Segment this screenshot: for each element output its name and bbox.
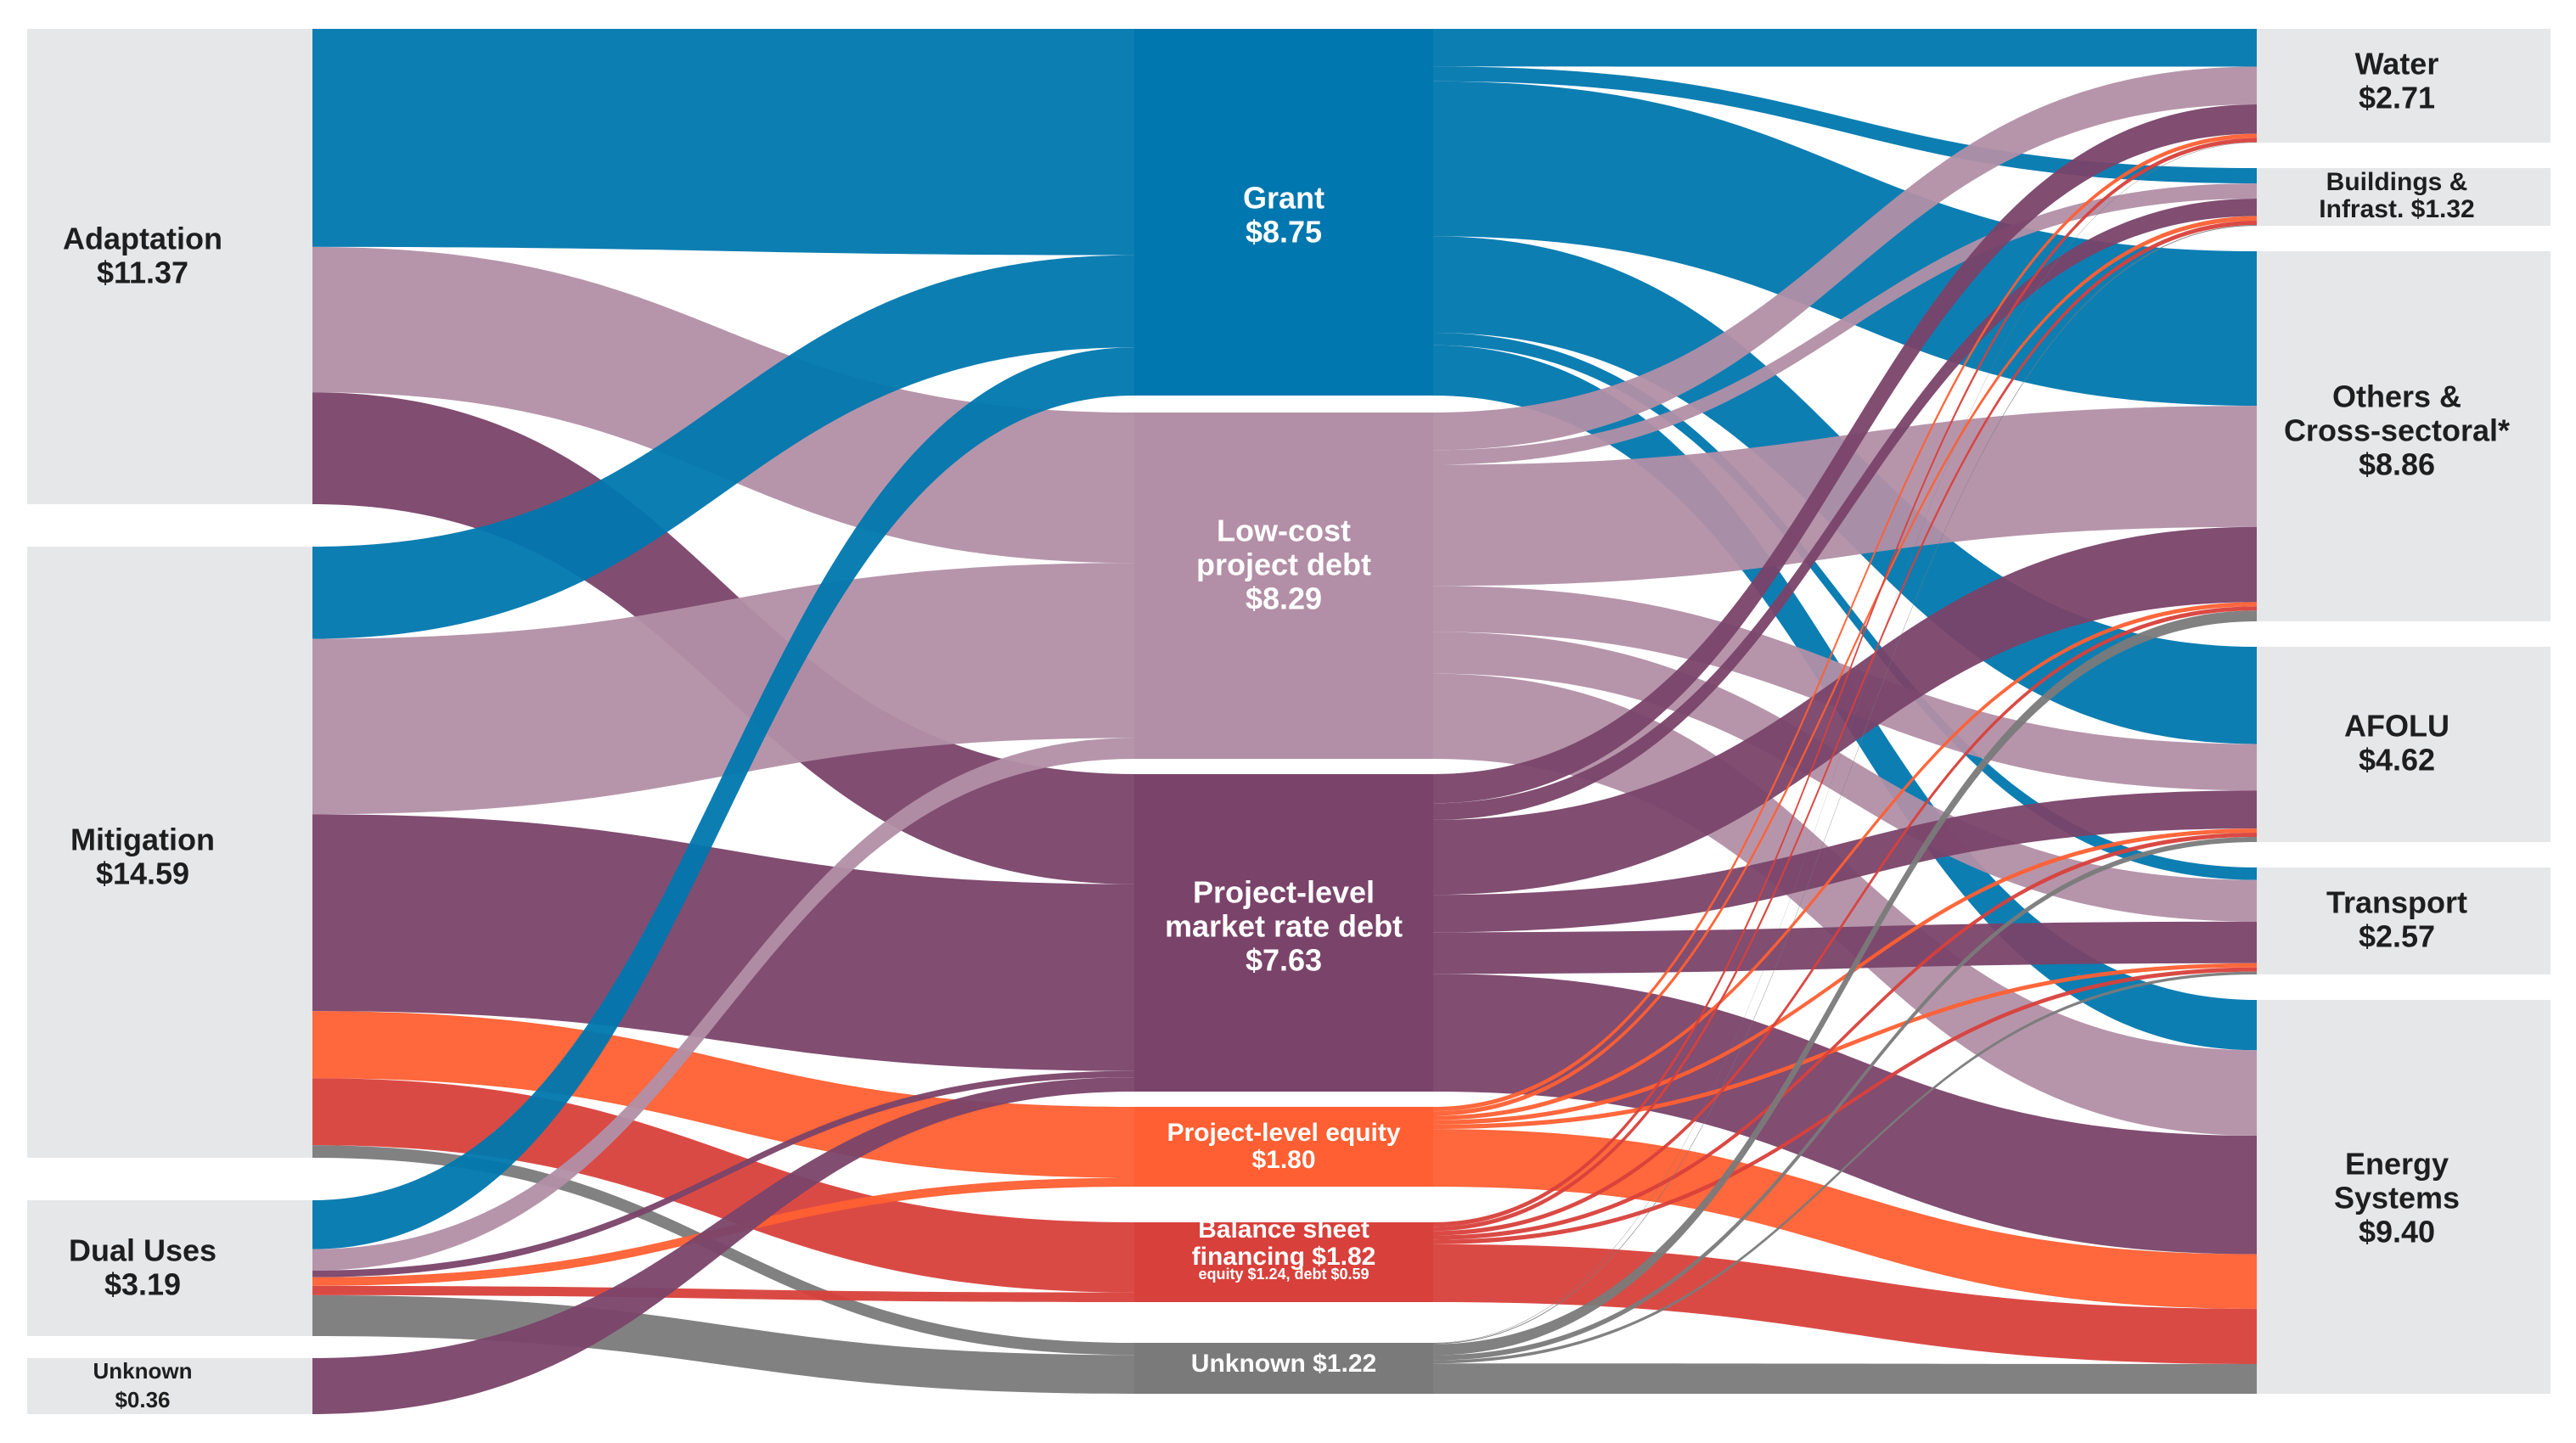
instrument-label-grant-line-0: Grant (1243, 181, 1325, 216)
sector-label-afolu-line-1: $4.62 (2359, 743, 2435, 778)
flow-dual-to-bs (312, 1285, 1134, 1302)
sector-panel-water (2257, 29, 2551, 143)
instrument-bar-mrd (1134, 774, 1433, 1092)
instrument-sublabel-bs: equity $1.24, debt $0.59 (1198, 1266, 1369, 1283)
node-labels: Adaptation$11.37 Mitigation$14.59 Dual Use… (63, 47, 2510, 1412)
flow-mitigation-to-lcd (312, 563, 1134, 815)
flow-bs-to-transport (1433, 967, 2257, 1244)
source-value-mitigation: $14.59 (96, 856, 189, 891)
instrument-bars (1134, 29, 1433, 1394)
instrument-label-lcd-line-0: Low-cost (1217, 514, 1351, 548)
instrument-label-eq-line-0: Project-level equity (1167, 1119, 1400, 1147)
sector-panel-transport (2257, 867, 2551, 974)
flow-mrd-to-bldg (1433, 199, 2257, 820)
flow-bs-to-afolu (1433, 833, 2257, 1240)
sector-panel-bldg (2257, 168, 2551, 226)
sector-label-others-line-0: Others & (2332, 379, 2461, 414)
flow-bs-to-others (1433, 606, 2257, 1236)
flow-mitigation-to-grant (312, 255, 1134, 639)
sector-label-transport-line-0: Transport (2326, 885, 2467, 920)
sector-label-others-line-1: Cross-sectoral* (2284, 413, 2510, 448)
flow-eq-to-transport (1433, 963, 2257, 1130)
flow-grant-to-bldg (1433, 66, 2257, 184)
instrument-label-lcd-line-1: project debt (1196, 547, 1371, 582)
flow-unk-to-afolu (1433, 837, 2257, 1361)
flow-mrd-to-others (1433, 526, 2257, 896)
sector-label-others-line-2: $8.86 (2359, 447, 2435, 482)
instrument-bar-unk (1134, 1343, 1433, 1394)
sector-label-afolu-line-0: AFOLU (2344, 709, 2449, 744)
flow-adaptation-to-grant (312, 29, 1134, 255)
flow-mrd-to-transport (1433, 921, 2257, 974)
flow-lcd-to-transport (1433, 632, 2257, 922)
sector-label-bldg-line-0: Buildings & (2326, 168, 2468, 196)
flow-lcd-to-water (1433, 66, 2257, 451)
source-panel-mitigation (27, 547, 312, 1158)
flow-eq-to-energy (1433, 1129, 2257, 1309)
flow-lcd-to-bldg (1433, 183, 2257, 465)
source-value-unknown_use: $0.36 (115, 1387, 170, 1412)
flow-mrd-to-water (1433, 104, 2257, 804)
source-label-dual: Dual Uses (69, 1233, 217, 1268)
flow-grant-to-water (1433, 29, 2257, 67)
source-panel-unknown_use (27, 1358, 312, 1414)
source-label-unknown_use: Unknown (93, 1358, 193, 1384)
flow-mrd-to-energy (1433, 974, 2257, 1255)
flow-ribbons (312, 29, 2257, 1414)
flow-unk-to-energy (1433, 1363, 2257, 1394)
node-panels (27, 29, 2551, 1414)
flow-eq-to-water (1433, 133, 2257, 1112)
sector-label-bldg-line-1: Infrast. $1.32 (2319, 195, 2474, 223)
flow-dual-to-mrd (312, 1070, 1134, 1277)
sector-label-energy-line-1: Systems (2334, 1181, 2460, 1216)
instrument-label-mrd-line-2: $7.63 (1246, 943, 1322, 978)
sector-label-energy-line-0: Energy (2345, 1147, 2449, 1182)
instrument-bar-bs (1134, 1222, 1433, 1302)
flow-eq-to-others (1433, 602, 2257, 1120)
instrument-label-eq-line-1: $1.80 (1251, 1146, 1315, 1174)
sector-label-energy-line-2: $9.40 (2359, 1215, 2435, 1249)
source-value-adaptation: $11.37 (97, 255, 188, 290)
flow-unk-to-bldg (1433, 224, 2257, 1345)
flow-mitigation-to-mrd (312, 814, 1134, 1071)
flow-unk-to-others (1433, 610, 2257, 1356)
flow-bs-to-water (1433, 138, 2257, 1227)
flow-unk-to-water (1433, 142, 2257, 1344)
flow-mitigation-to-eq (312, 1011, 1134, 1178)
sector-label-transport-line-1: $2.57 (2359, 919, 2435, 954)
sector-panel-energy (2257, 1000, 2551, 1394)
instrument-bar-grant (1134, 29, 1433, 396)
flow-lcd-to-others (1433, 406, 2257, 587)
sector-panel-afolu (2257, 647, 2551, 842)
flow-unk-to-transport (1433, 971, 2257, 1364)
flow-eq-to-bldg (1433, 216, 2257, 1116)
instrument-label-unk-line-0: Unknown $1.22 (1191, 1350, 1376, 1378)
source-value-dual: $3.19 (104, 1267, 181, 1302)
instrument-bar-eq (1134, 1107, 1433, 1187)
source-label-adaptation: Adaptation (63, 222, 222, 256)
flow-unknown_use-to-mrd (312, 1077, 1134, 1414)
flow-bs-to-bldg (1433, 220, 2257, 1232)
source-panel-adaptation (27, 29, 312, 504)
flow-dual-to-grant (312, 347, 1134, 1249)
source-panel-dual (27, 1200, 312, 1336)
flow-dual-to-lcd (312, 738, 1134, 1271)
flow-grant-to-transport (1433, 332, 2257, 880)
instrument-label-grant-line-1: $8.75 (1246, 215, 1322, 250)
sector-panel-others (2257, 251, 2551, 621)
sector-label-water-line-0: Water (2355, 47, 2439, 81)
instrument-label-mrd-line-1: market rate debt (1165, 909, 1403, 944)
flow-dual-to-unk (312, 1294, 1134, 1394)
instrument-label-mrd-line-0: Project-level (1193, 875, 1375, 910)
instrument-label-bs-line-0: Balance sheet (1198, 1216, 1370, 1244)
instrument-bar-lcd (1134, 413, 1433, 759)
instrument-label-bs-line-1: financing $1.82 (1192, 1243, 1376, 1271)
source-label-mitigation: Mitigation (70, 823, 215, 857)
sector-label-water-line-1: $2.71 (2359, 81, 2435, 115)
instrument-label-lcd-line-2: $8.29 (1246, 581, 1322, 616)
flow-eq-to-afolu (1433, 828, 2257, 1125)
